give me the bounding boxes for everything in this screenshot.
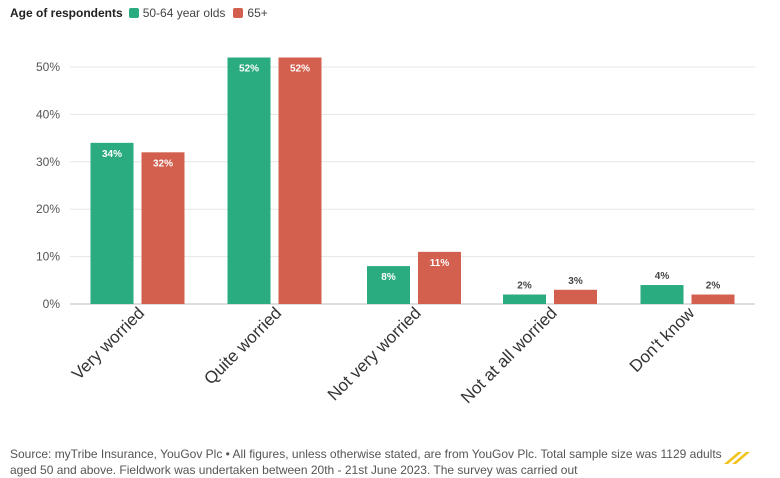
x-tick-label: Not at all worried: [457, 303, 561, 407]
y-tick-label: 10%: [36, 250, 60, 264]
bar: [554, 289, 597, 304]
y-tick-label: 30%: [36, 155, 60, 169]
bar-chart: 0% 10% 20% 30% 40% 50% 34% 32% Very worried 52% 52…: [36, 57, 755, 407]
legend: Age of respondents 50-64 year olds 65+: [10, 6, 276, 20]
data-label: 4%: [655, 271, 670, 282]
bar: [691, 294, 735, 304]
bar: [141, 152, 185, 304]
bar: [503, 294, 546, 304]
legend-swatch-65-plus: [233, 8, 244, 18]
brand-logo-icon: [724, 452, 750, 464]
legend-label-65-plus: 65+: [247, 6, 268, 20]
bar: [367, 266, 410, 304]
data-label: 2%: [517, 281, 532, 292]
bar: [640, 285, 684, 304]
bar: [278, 57, 322, 304]
bar: [418, 251, 461, 304]
x-tick-label: Very worried: [68, 303, 148, 383]
y-tick-label: 40%: [36, 107, 60, 121]
legend-label-50-64: 50-64 year olds: [142, 6, 226, 20]
legend-item-65-plus[interactable]: 65+: [233, 6, 268, 20]
data-label: 3%: [568, 276, 583, 287]
x-tick-label: Don't know: [626, 303, 699, 376]
legend-swatch-50-64: [128, 8, 139, 18]
y-tick-label: 50%: [36, 60, 60, 74]
source-note: Source: myTribe Insurance, YouGov Plc • …: [10, 446, 730, 478]
data-label: 32%: [153, 158, 173, 169]
x-tick-label: Quite worried: [200, 303, 285, 388]
data-label: 52%: [290, 64, 310, 75]
legend-title: Age of respondents: [10, 6, 123, 20]
x-tick-label: Not very worried: [324, 303, 425, 404]
source-text: Source: myTribe Insurance, YouGov Plc • …: [10, 447, 722, 477]
data-label: 2%: [706, 281, 721, 292]
bar: [90, 142, 134, 304]
data-label: 11%: [430, 258, 450, 269]
data-label: 34%: [102, 149, 122, 160]
bar: [227, 57, 271, 304]
data-label: 8%: [381, 272, 396, 283]
data-label: 52%: [239, 64, 259, 75]
y-tick-label: 20%: [36, 202, 60, 216]
y-tick-label: 0%: [43, 297, 61, 311]
legend-item-50-64[interactable]: 50-64 year olds: [128, 6, 226, 20]
